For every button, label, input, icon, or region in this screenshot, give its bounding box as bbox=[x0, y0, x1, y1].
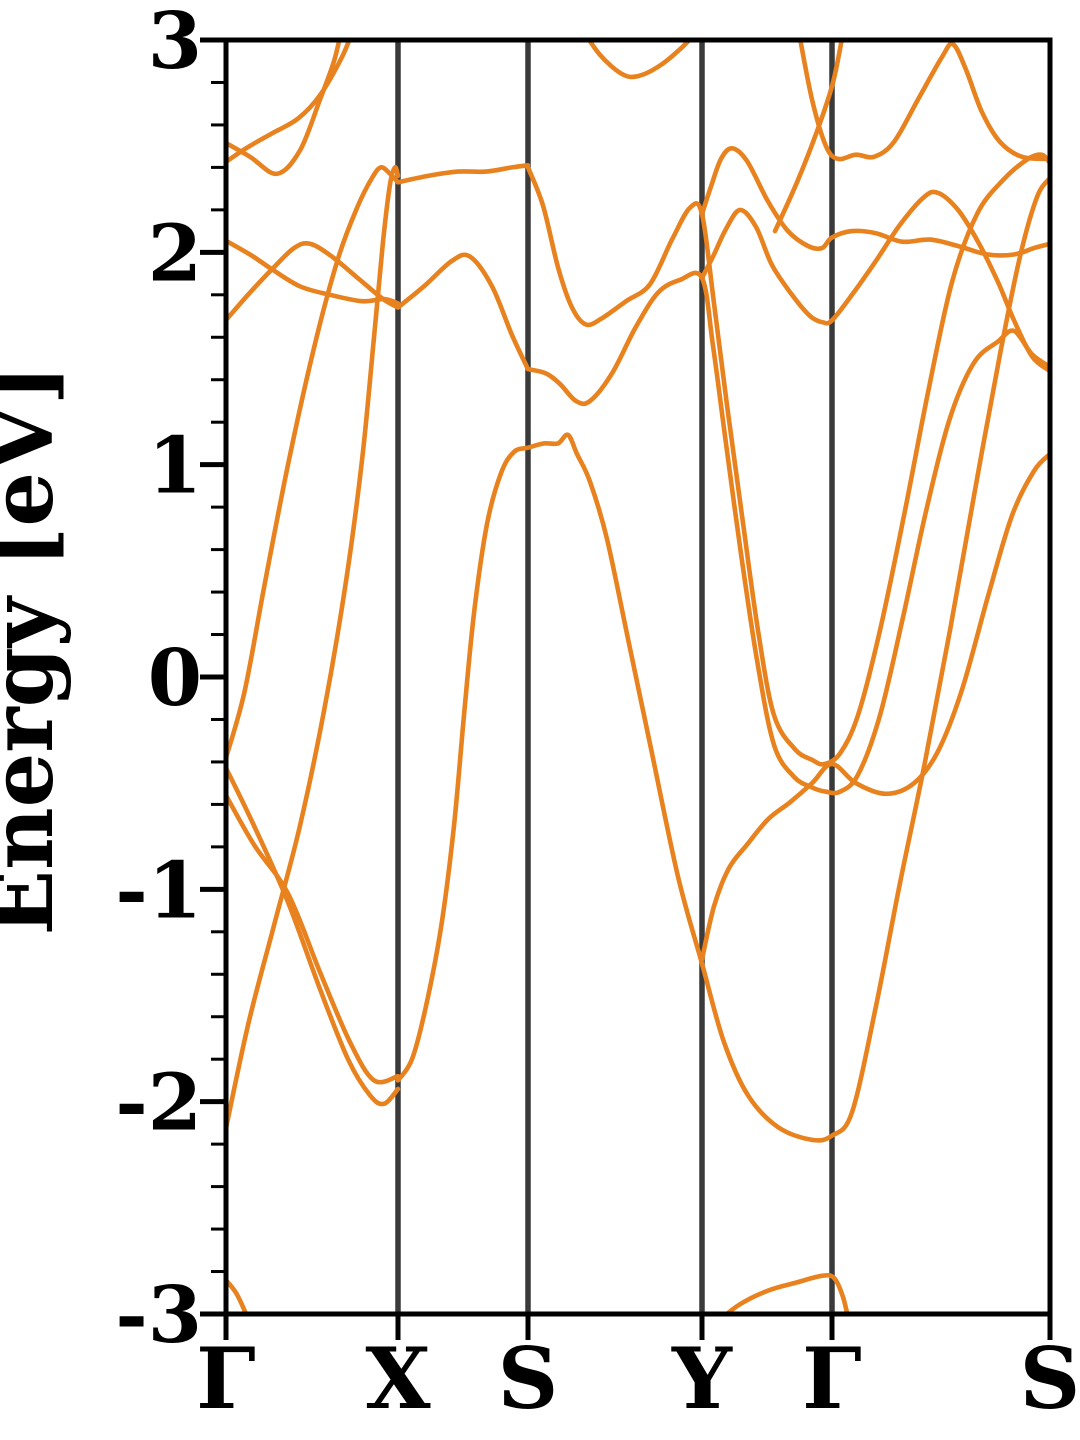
y-tick-label--2: -2 bbox=[115, 1058, 202, 1149]
k-point-label-5: S bbox=[1020, 1329, 1080, 1428]
k-point-label-1: X bbox=[365, 1329, 431, 1428]
bands-group bbox=[226, 40, 1050, 1314]
band-line-yg-wave-lower bbox=[699, 189, 1050, 374]
k-point-label-0: Γ bbox=[196, 1329, 256, 1428]
band-line-gx-upper-rise bbox=[226, 40, 352, 165]
band-line-yg-wave-upper bbox=[699, 146, 1050, 258]
band-line-sy-top-v bbox=[586, 40, 693, 80]
band-line-sy-yg-band-a bbox=[525, 152, 1050, 767]
ticks-group bbox=[200, 37, 1053, 1340]
y-axis-title: Energy [eV] bbox=[0, 365, 73, 936]
y-tick-label-0: 0 bbox=[148, 633, 202, 724]
k-point-label-4: Γ bbox=[802, 1329, 862, 1428]
y-tick-label--3: -3 bbox=[115, 1270, 202, 1361]
band-line-gx-descend-b bbox=[226, 790, 401, 1085]
k-point-label-2: S bbox=[498, 1329, 559, 1428]
band-line-gx-descend-a bbox=[226, 762, 401, 1107]
band-line-tent-band bbox=[395, 175, 1050, 1143]
y-tick-label-1: 1 bbox=[148, 421, 202, 512]
band-line-gx-parabola-outer bbox=[226, 165, 401, 1139]
high-symmetry-vlines-group bbox=[395, 40, 835, 1314]
band-line-y-cusp-dip-band bbox=[699, 451, 1050, 962]
k-point-label-3: Y bbox=[671, 1329, 733, 1428]
band-line-gs-apex-band bbox=[798, 40, 1050, 162]
band-line-sy-yg-band-b bbox=[525, 270, 1050, 796]
band-line-gx-upper-dip bbox=[226, 40, 342, 177]
y-tick-label--1: -1 bbox=[115, 845, 202, 936]
band-line-g-bottom-arc bbox=[723, 1272, 850, 1314]
band-line-g-top-riser bbox=[772, 40, 845, 234]
y-tick-label-3: 3 bbox=[148, 0, 202, 87]
band-line-xs-hump bbox=[395, 252, 531, 372]
band-line-gx-corner-low bbox=[226, 1276, 249, 1314]
band-line-xs-top-flat bbox=[395, 163, 531, 185]
y-tick-label-2: 2 bbox=[148, 208, 202, 299]
band-line-gx-parabola-inner bbox=[226, 165, 401, 766]
